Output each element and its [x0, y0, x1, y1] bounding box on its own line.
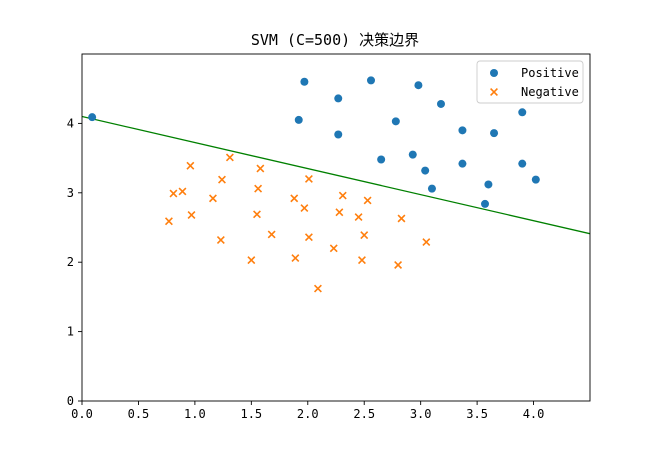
negative-point [360, 231, 369, 240]
positive-point [88, 113, 97, 122]
negative-point [394, 261, 403, 269]
negative-point [187, 211, 196, 219]
negative-point [304, 174, 313, 183]
negative-point [397, 214, 406, 223]
axes-frame [81, 53, 591, 402]
x-tick-label: 0.5 [128, 407, 150, 421]
legend-label-positive: Positive [521, 66, 579, 80]
positive-point [458, 126, 467, 135]
negative-point [357, 256, 366, 265]
decision-boundary-line [82, 115, 590, 235]
x-axis: 0.0 0.5 1.0 1.5 2.0 2.5 3.0 3.5 4.0 [71, 401, 544, 421]
negative-point [267, 230, 276, 239]
negative-point [253, 210, 261, 219]
negative-point [290, 194, 299, 203]
negative-point [208, 194, 217, 203]
y-tick-label: 0 [67, 394, 74, 408]
x-tick-label: 2.5 [353, 407, 375, 421]
positive-point [490, 129, 499, 138]
x-tick-label: 4.0 [523, 407, 545, 421]
legend-box [476, 60, 584, 104]
negative-point [354, 213, 363, 222]
positive-point [427, 184, 436, 193]
negative-point [304, 233, 313, 242]
x-tick-label: 3.0 [410, 407, 432, 421]
plot-content [82, 76, 590, 293]
negative-point [178, 187, 187, 196]
negative-point [313, 284, 322, 293]
x-tick-label: 3.5 [466, 407, 488, 421]
negative-point [247, 256, 256, 265]
negative-point [363, 196, 372, 205]
negative-point [186, 161, 195, 170]
legend-marker-positive [490, 69, 498, 77]
positive-point [377, 155, 386, 164]
x-tick-label: 0.0 [71, 407, 93, 421]
positive-point [294, 115, 303, 124]
positive-point [518, 159, 527, 168]
positive-point [408, 150, 417, 159]
positive-point [518, 108, 527, 117]
positive-point [436, 99, 445, 108]
positive-point [334, 130, 343, 139]
y-axis: 0 1 2 3 4 [67, 116, 82, 408]
y-tick-label: 4 [67, 116, 74, 130]
negative-point [256, 164, 265, 173]
negative-point [335, 208, 344, 217]
plot-area: 0.0 0.5 1.0 1.5 2.0 2.5 3.0 3.5 4.0 0 1 2 3 4 [67, 53, 591, 421]
positive-series [88, 76, 540, 208]
y-tick-label: 2 [67, 255, 74, 269]
negative-point [300, 204, 309, 213]
negative-point [422, 238, 431, 247]
negative-series [164, 153, 431, 293]
positive-point [334, 94, 343, 103]
x-tick-label: 1.0 [184, 407, 206, 421]
negative-point [291, 254, 300, 263]
positive-point [366, 76, 375, 85]
negative-point [164, 217, 173, 226]
y-tick-label: 3 [67, 186, 74, 200]
positive-point [391, 117, 400, 126]
negative-point [216, 236, 225, 244]
y-tick-label: 1 [67, 325, 74, 339]
x-tick-label: 1.5 [240, 407, 262, 421]
legend-marker-negative [490, 88, 498, 96]
positive-point [481, 199, 490, 208]
positive-point [531, 175, 540, 184]
negative-point [329, 244, 338, 253]
legend-label-negative: Negative [521, 85, 579, 99]
negative-point [225, 153, 234, 162]
positive-point [484, 180, 493, 189]
positive-point [421, 166, 430, 175]
legend: Positive Negative [476, 60, 584, 104]
negative-point [169, 189, 178, 198]
positive-point [458, 159, 467, 168]
negative-point [338, 191, 347, 200]
negative-point [254, 184, 263, 193]
positive-point [300, 77, 309, 86]
chart-title: SVM (C=500) 决策边界 [251, 31, 419, 49]
x-tick-label: 2.0 [297, 407, 319, 421]
negative-point [218, 175, 226, 184]
positive-point [414, 81, 423, 90]
